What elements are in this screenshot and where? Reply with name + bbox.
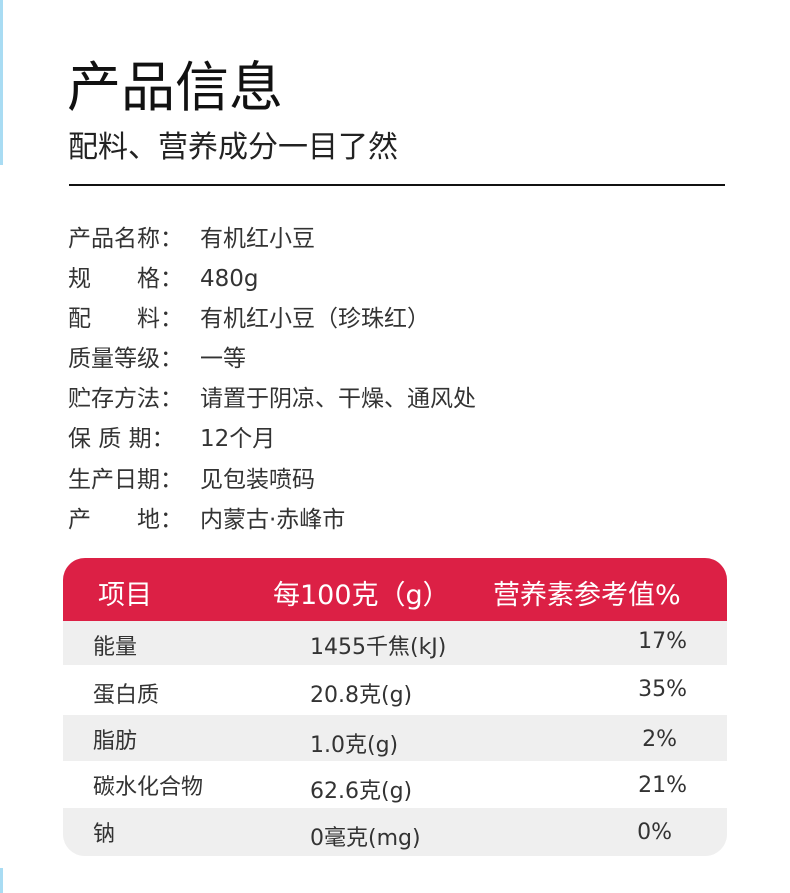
- info-value: 有机红小豆（珍珠红）: [200, 306, 430, 332]
- cell-per100: 0毫克(mg): [310, 826, 421, 851]
- cell-per100: 1455千焦(kJ): [310, 635, 447, 660]
- cell-nrv: 17%: [638, 629, 687, 654]
- info-value: 480g: [200, 266, 259, 292]
- cell-per100: 20.8克(g): [310, 683, 413, 708]
- cell-item: 脂肪: [93, 729, 138, 754]
- left-edge-decoration: [0, 0, 3, 165]
- left-edge-decoration: [0, 868, 3, 893]
- page-title: 产品信息: [67, 56, 283, 119]
- info-value: 内蒙古·赤峰市: [200, 507, 346, 533]
- cell-per100: 1.0克(g): [310, 733, 399, 758]
- cell-item: 蛋白质: [93, 683, 160, 708]
- cell-nrv: 2%: [642, 727, 677, 752]
- info-label: 规 格：: [68, 266, 183, 292]
- nutrition-table: 项目 每100克（g） 营养素参考值% 能量 1455千焦(kJ) 17% 蛋白…: [63, 558, 727, 856]
- info-label: 产品名称：: [68, 226, 183, 252]
- column-header-per100: 每100克（g）: [273, 580, 450, 611]
- info-label: 保 质 期：: [68, 426, 175, 452]
- divider: [69, 184, 725, 186]
- column-header-item: 项目: [98, 580, 152, 611]
- info-label: 生产日期：: [68, 467, 183, 493]
- info-label: 产 地：: [68, 507, 183, 533]
- info-value: 一等: [200, 346, 246, 372]
- info-value: 12个月: [200, 426, 276, 452]
- info-label: 质量等级：: [68, 346, 183, 372]
- info-value: 有机红小豆: [200, 226, 315, 252]
- table-row: 碳水化合物 62.6克(g) 21%: [63, 761, 727, 808]
- table-row: 能量 1455千焦(kJ) 17%: [63, 621, 727, 665]
- table-header: 项目 每100克（g） 营养素参考值%: [63, 558, 727, 621]
- column-header-nrv: 营养素参考值%: [493, 580, 681, 611]
- info-label: 配 料：: [68, 306, 183, 332]
- table-row: 脂肪 1.0克(g) 2%: [63, 715, 727, 761]
- info-value: 请置于阴凉、干燥、通风处: [200, 386, 476, 412]
- page-subtitle: 配料、营养成分一目了然: [68, 130, 398, 165]
- info-label: 贮存方法：: [68, 386, 183, 412]
- info-value: 见包装喷码: [200, 467, 315, 493]
- table-row: 蛋白质 20.8克(g) 35%: [63, 665, 727, 715]
- cell-item: 碳水化合物: [93, 775, 204, 800]
- cell-nrv: 0%: [637, 820, 672, 845]
- cell-per100: 62.6克(g): [310, 779, 413, 804]
- cell-item: 钠: [93, 822, 116, 847]
- table-row: 钠 0毫克(mg) 0%: [63, 808, 727, 856]
- cell-nrv: 21%: [638, 773, 687, 798]
- cell-nrv: 35%: [638, 677, 687, 702]
- cell-item: 能量: [93, 635, 138, 660]
